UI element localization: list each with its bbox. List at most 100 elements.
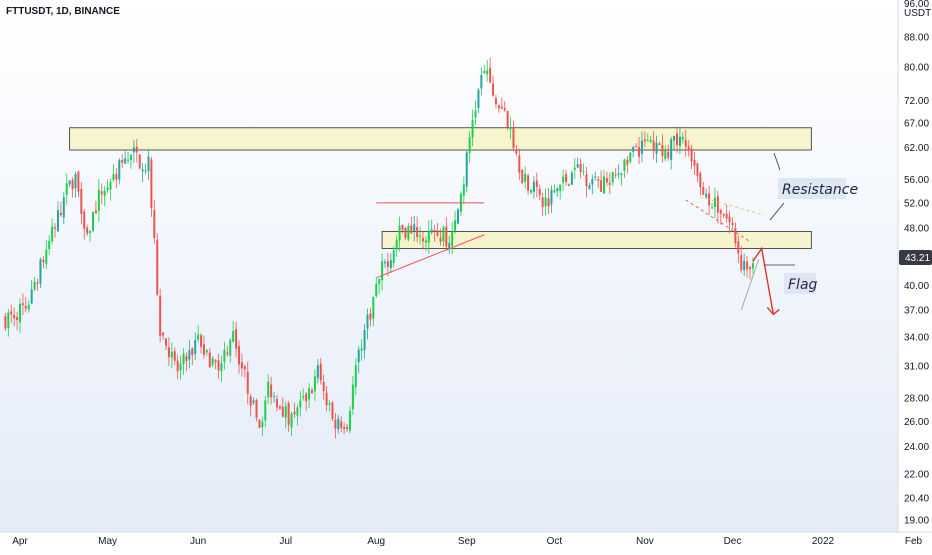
candle — [74, 171, 77, 198]
candlestick-series — [4, 57, 754, 439]
candle — [299, 390, 302, 417]
candle — [614, 168, 617, 179]
resistance-callout: Resistance — [778, 178, 858, 199]
candle — [278, 405, 281, 410]
candle — [124, 150, 127, 164]
candle — [492, 75, 495, 97]
candle — [132, 140, 135, 164]
candle — [404, 226, 407, 241]
candle — [71, 177, 74, 198]
candle — [45, 239, 48, 270]
price-tick-label: 40.00 — [904, 281, 929, 292]
candle — [433, 224, 436, 242]
candle — [92, 211, 94, 233]
candle — [284, 401, 287, 429]
candle — [197, 325, 200, 343]
candle — [728, 211, 731, 234]
candle — [319, 357, 322, 385]
time-axis-panel[interactable] — [0, 532, 932, 550]
price-tick-label: 72.00 — [904, 96, 929, 107]
last-price-badge: 43.21 — [899, 250, 932, 265]
candle — [693, 151, 696, 175]
candle — [240, 353, 243, 377]
price-tick-label: 19.00 — [904, 516, 929, 527]
time-tick-label: Jun — [190, 536, 206, 547]
partial-top-price-label: 96.00 — [904, 0, 929, 10]
candle — [100, 183, 103, 205]
candle — [4, 312, 7, 331]
candle — [719, 208, 722, 225]
candle — [56, 201, 59, 233]
candle — [468, 131, 471, 163]
candle — [386, 252, 389, 277]
candle — [392, 246, 395, 268]
candle — [722, 213, 725, 219]
candle — [395, 235, 398, 257]
candle — [576, 157, 579, 169]
candle — [372, 296, 375, 327]
candle — [389, 253, 392, 273]
price-tick-label: 24.00 — [904, 442, 929, 453]
price-tick-label: 88.00 — [904, 33, 929, 44]
candle — [655, 135, 658, 163]
candle — [264, 395, 267, 428]
candle — [10, 304, 13, 324]
candle — [530, 189, 532, 195]
candle — [179, 355, 182, 381]
candle — [626, 155, 629, 174]
candle — [167, 337, 170, 366]
candle — [21, 293, 24, 316]
candle — [699, 171, 702, 196]
candle — [629, 152, 632, 164]
candle — [687, 140, 690, 157]
candle — [611, 171, 614, 186]
candle — [521, 168, 524, 185]
candle — [617, 164, 620, 179]
time-tick-label: May — [98, 536, 117, 547]
time-tick-label: Apr — [12, 536, 28, 547]
price-tick-label: 80.00 — [904, 63, 929, 74]
candle — [363, 324, 366, 359]
candle — [562, 169, 565, 191]
candle — [135, 138, 138, 163]
resistance-zones — [69, 127, 812, 249]
candle — [162, 331, 165, 340]
candle — [147, 149, 150, 180]
candle — [235, 321, 238, 358]
candle — [667, 144, 670, 161]
price-tick-label: 67.00 — [904, 119, 929, 130]
candle — [638, 136, 641, 165]
time-tick-label: Jul — [279, 536, 292, 547]
candle — [749, 265, 751, 280]
candle — [585, 167, 588, 198]
candle — [494, 94, 497, 109]
price-tick-label: 28.00 — [904, 393, 929, 404]
price-axis-panel[interactable] — [898, 0, 932, 550]
candle — [290, 411, 293, 437]
candle — [229, 337, 232, 363]
candle — [465, 149, 468, 193]
candle — [702, 181, 705, 196]
candle — [678, 127, 681, 155]
candle — [483, 64, 486, 74]
candle — [182, 348, 185, 375]
candle — [503, 101, 506, 112]
candle — [713, 187, 716, 219]
candle — [480, 67, 483, 96]
candle — [261, 416, 264, 437]
candle — [486, 59, 489, 82]
candle — [567, 183, 570, 187]
candle — [462, 176, 465, 204]
symbol-title: FTTUSDT, 1D, BINANCE — [6, 6, 120, 17]
candle — [325, 386, 328, 412]
candle — [489, 57, 492, 84]
candle — [340, 416, 343, 433]
flag-pole-line — [740, 258, 760, 311]
candle — [173, 347, 176, 366]
candle — [708, 185, 711, 215]
flag-callout: Flag — [784, 273, 818, 294]
candle — [103, 186, 106, 206]
candle — [211, 356, 214, 368]
